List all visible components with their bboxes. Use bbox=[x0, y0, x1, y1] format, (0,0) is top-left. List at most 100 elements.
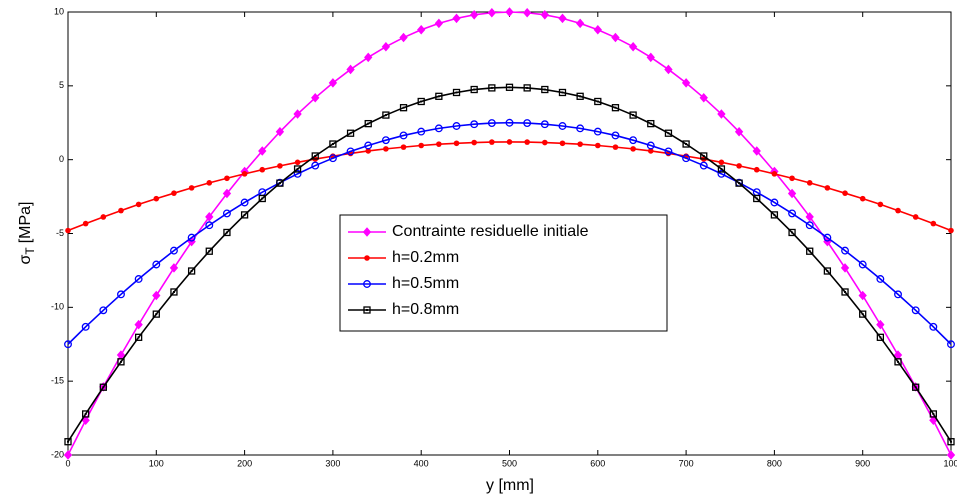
marker-square bbox=[64, 438, 72, 446]
marker-dot bbox=[614, 106, 617, 109]
marker bbox=[770, 211, 779, 219]
marker-dot bbox=[508, 86, 511, 89]
marker bbox=[205, 221, 214, 230]
marker bbox=[241, 171, 248, 177]
marker bbox=[558, 122, 567, 130]
marker bbox=[99, 306, 108, 315]
marker-square bbox=[223, 228, 231, 237]
marker-dot bbox=[861, 313, 864, 316]
marker-square bbox=[912, 383, 920, 391]
marker-square bbox=[205, 247, 213, 255]
marker bbox=[205, 212, 214, 222]
marker-dot bbox=[490, 86, 493, 89]
marker bbox=[365, 148, 372, 154]
y-tick-label: -5 bbox=[56, 228, 64, 238]
marker-square bbox=[363, 306, 371, 314]
legend-box bbox=[339, 214, 668, 332]
x-tick-label: 0 bbox=[65, 458, 70, 468]
marker bbox=[489, 139, 495, 145]
marker-dot bbox=[773, 213, 776, 216]
marker bbox=[100, 214, 107, 220]
marker bbox=[240, 211, 249, 219]
marker bbox=[717, 165, 726, 173]
marker-square bbox=[841, 288, 849, 296]
marker bbox=[328, 78, 338, 88]
marker bbox=[399, 104, 408, 112]
y-tick-label: 0 bbox=[59, 154, 64, 164]
marker bbox=[540, 120, 549, 129]
y-label-unit: [MPa] bbox=[17, 201, 34, 243]
marker bbox=[346, 129, 355, 137]
marker bbox=[558, 88, 567, 97]
y-axis-label: σT [MPa] bbox=[17, 201, 37, 264]
marker bbox=[522, 7, 532, 18]
marker-dot bbox=[808, 250, 811, 253]
marker bbox=[523, 84, 531, 92]
marker-square bbox=[753, 194, 761, 203]
marker-square bbox=[382, 111, 390, 119]
marker-dot bbox=[155, 313, 158, 316]
marker-dot bbox=[720, 167, 723, 170]
marker bbox=[240, 198, 249, 207]
marker-square bbox=[240, 211, 249, 219]
marker bbox=[276, 179, 284, 187]
marker-dot bbox=[879, 336, 882, 339]
marker-square bbox=[541, 85, 549, 94]
marker bbox=[859, 310, 867, 318]
marker-dot bbox=[649, 122, 652, 125]
marker bbox=[912, 214, 919, 220]
marker bbox=[664, 64, 673, 75]
marker bbox=[700, 152, 708, 160]
legend-label: h=0.2mm bbox=[392, 249, 459, 266]
marker bbox=[170, 288, 178, 296]
marker bbox=[134, 319, 143, 330]
y-label-symbol: σ bbox=[17, 255, 34, 265]
marker bbox=[787, 188, 797, 199]
marker bbox=[576, 124, 585, 133]
marker bbox=[452, 88, 461, 97]
marker bbox=[681, 78, 691, 88]
marker-dot bbox=[366, 309, 368, 311]
marker bbox=[894, 358, 902, 366]
marker bbox=[293, 109, 302, 119]
marker bbox=[505, 83, 514, 91]
marker bbox=[346, 64, 355, 75]
marker bbox=[788, 209, 797, 218]
marker-square bbox=[929, 410, 937, 418]
x-axis-label: y [mm] bbox=[486, 477, 534, 494]
marker bbox=[452, 13, 461, 24]
marker-dot bbox=[455, 91, 458, 94]
marker bbox=[187, 267, 196, 275]
marker bbox=[788, 228, 796, 237]
marker bbox=[363, 306, 371, 314]
marker bbox=[258, 146, 267, 156]
marker-square bbox=[664, 129, 673, 137]
marker-square bbox=[99, 383, 107, 391]
x-tick-label: 700 bbox=[679, 458, 694, 468]
marker bbox=[876, 319, 885, 330]
marker bbox=[646, 52, 655, 63]
y-tick-label: -15 bbox=[51, 376, 64, 386]
marker bbox=[858, 260, 867, 269]
marker bbox=[452, 122, 461, 130]
marker-dot bbox=[950, 440, 952, 443]
marker bbox=[224, 175, 230, 182]
marker bbox=[470, 85, 478, 94]
marker-dot bbox=[84, 412, 87, 415]
marker bbox=[753, 194, 761, 203]
marker-dot bbox=[632, 114, 635, 117]
marker bbox=[734, 126, 744, 137]
y-tick-label: -20 bbox=[51, 449, 64, 459]
marker bbox=[400, 144, 407, 150]
marker-square bbox=[311, 152, 319, 160]
series-line bbox=[67, 121, 952, 345]
legend: Contrainte residuelle initiale h=0.2mm h=0… bbox=[339, 214, 668, 332]
marker-square bbox=[947, 438, 955, 446]
marker bbox=[718, 159, 725, 166]
marker bbox=[65, 227, 71, 234]
marker-dot bbox=[225, 231, 228, 234]
marker bbox=[382, 111, 390, 119]
marker bbox=[258, 194, 266, 203]
marker-dot bbox=[932, 412, 935, 415]
